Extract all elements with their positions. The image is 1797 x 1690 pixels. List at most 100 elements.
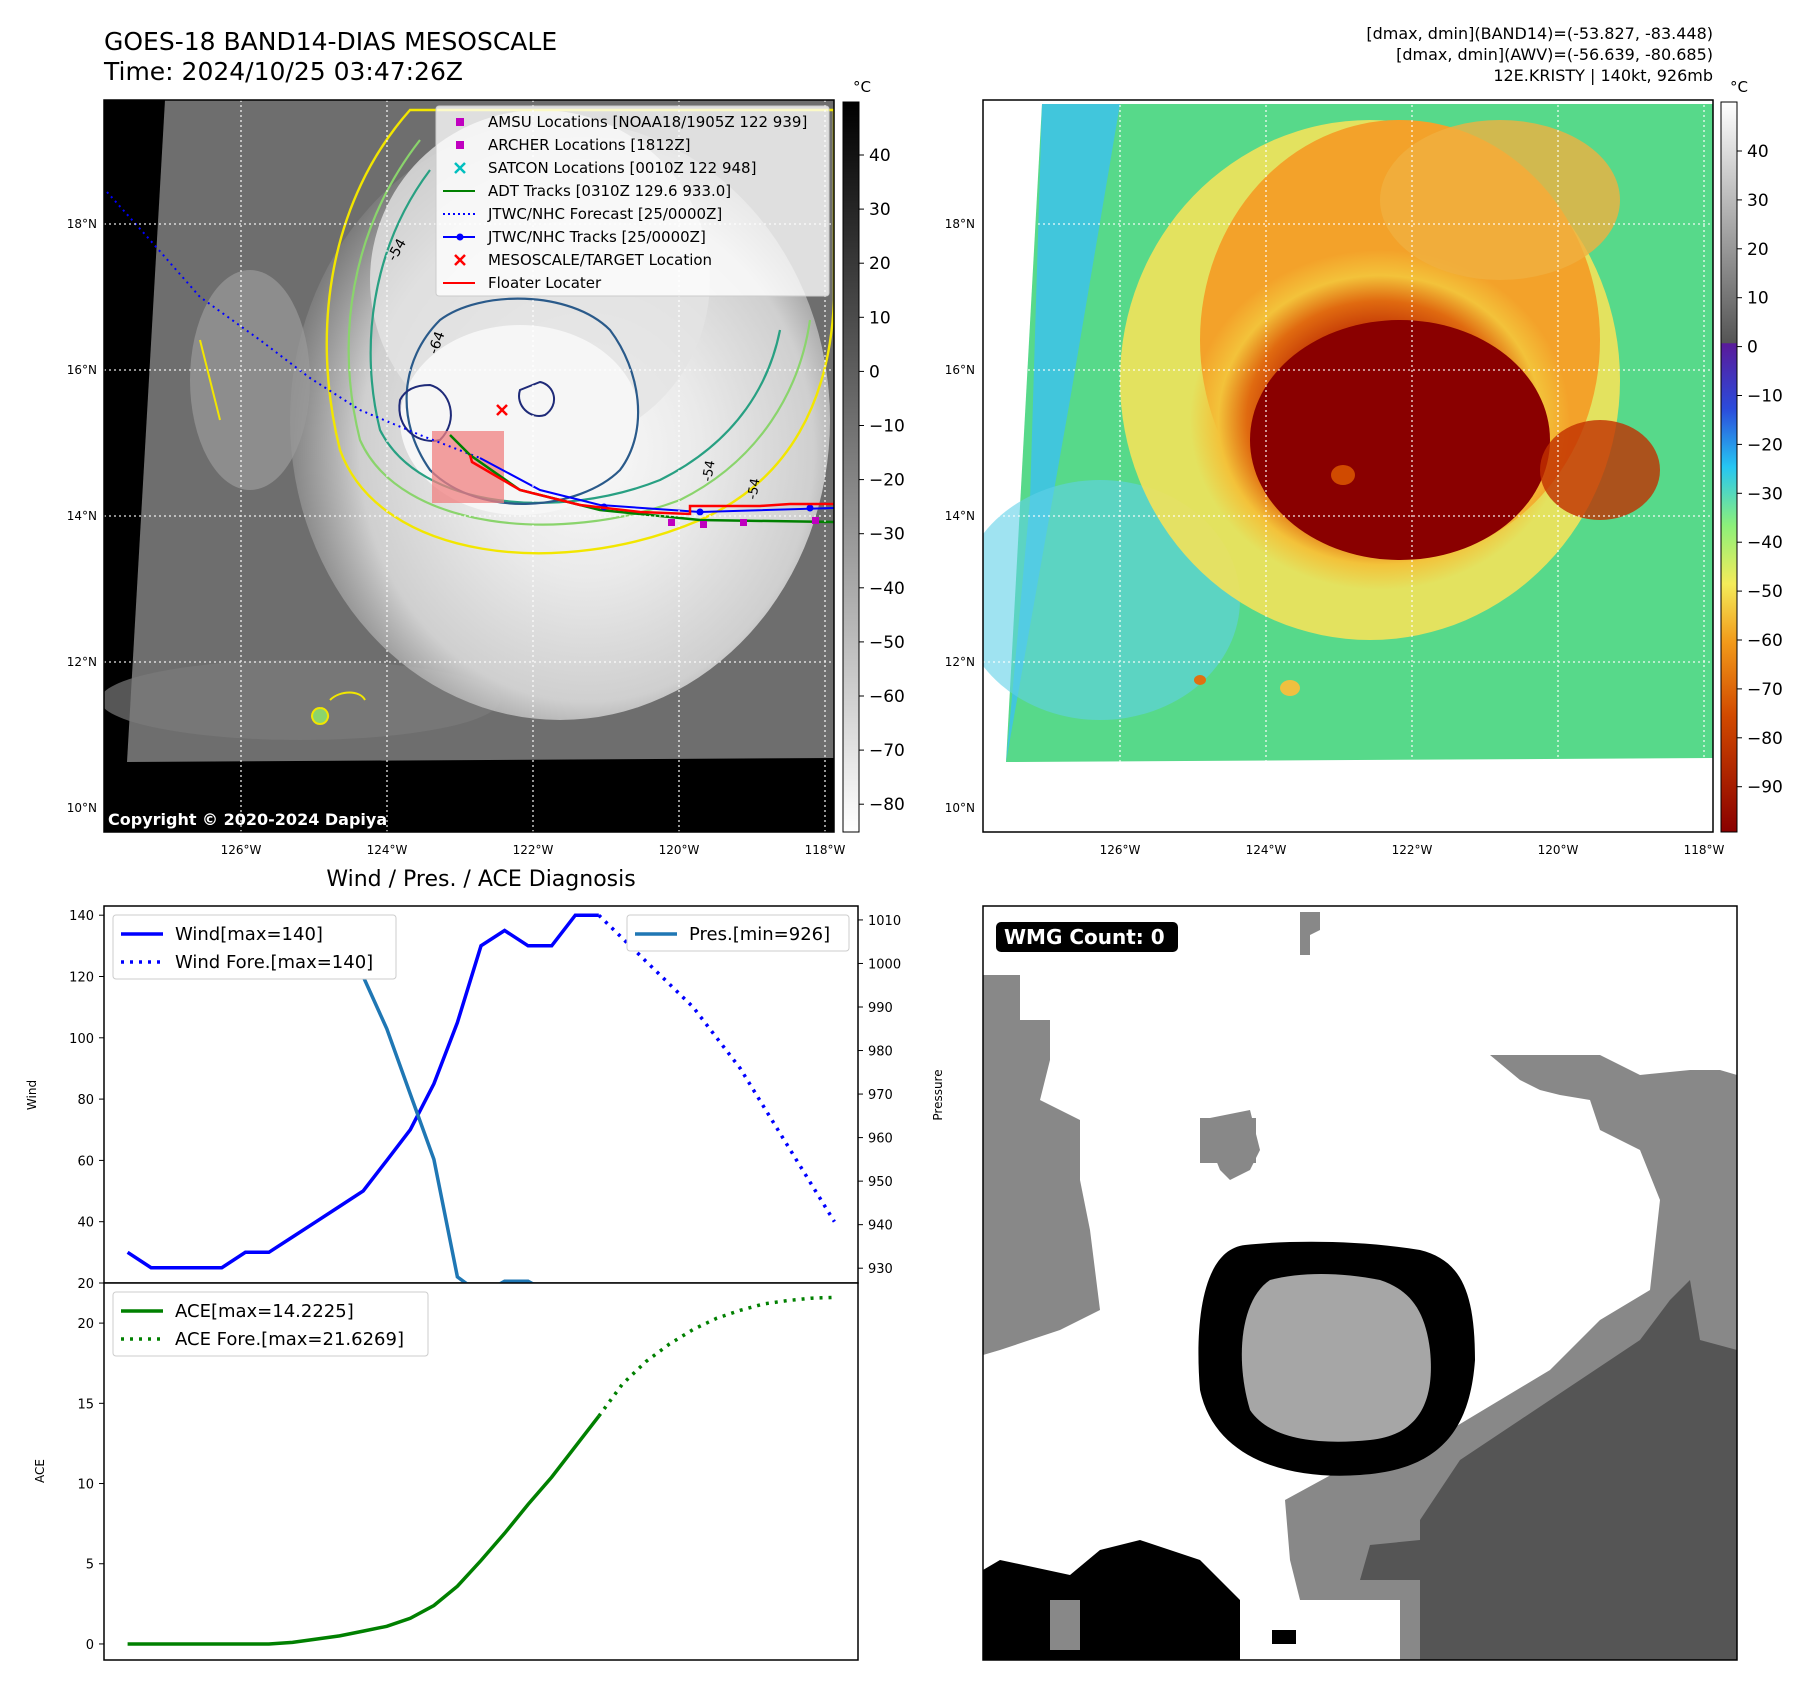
pressure-tick-label: 1010 — [868, 914, 901, 929]
chart-legend-box — [626, 914, 850, 952]
legend-label: SATCON Locations [0010Z 122 948] — [488, 159, 756, 177]
color-lat-ticks: 18°N 16°N 14°N 12°N 10°N — [945, 217, 975, 815]
ir-lat-ticks: 18°N 16°N 14°N 12°N 10°N — [67, 217, 97, 815]
color-lat-tick-10n: 10°N — [945, 801, 975, 815]
legend-entry: JTWC/NHC Forecast [25/0000Z] — [443, 205, 722, 223]
temperature-colorbar-unit: °C — [1730, 78, 1748, 96]
ace-tick-label: 0 — [86, 1638, 94, 1653]
legend-marker — [456, 118, 464, 126]
chart-legend-label: Wind[max=140] — [175, 924, 323, 945]
pressure-tick-label: 980 — [868, 1045, 893, 1060]
colorbar-tick-label: 40 — [869, 146, 891, 166]
wmg-panel: WMG Count: 0 — [982, 905, 1738, 1661]
color-lat-tick-16n: 16°N — [945, 363, 975, 377]
legend-entry: ADT Tracks [0310Z 129.6 933.0] — [443, 182, 731, 200]
colorbar-tick-label: −60 — [1747, 631, 1783, 651]
lon-tick-126w: 126°W — [221, 843, 262, 857]
wind-tick-label: 80 — [77, 1093, 94, 1108]
colorbar-tick-label: −60 — [869, 687, 905, 707]
pressure-axis-label: Pressure — [931, 1069, 945, 1120]
ace-tick-label: 5 — [86, 1558, 94, 1573]
stats-storm: 12E.KRISTY | 140kt, 926mb — [1493, 66, 1713, 85]
legend-label: MESOSCALE/TARGET Location — [488, 251, 712, 269]
lon-tick-118w: 118°W — [805, 843, 846, 857]
wmg-count-label: WMG Count: 0 — [1004, 925, 1165, 949]
wind-tick-label: 60 — [77, 1154, 94, 1169]
chart-legend-label: ACE[max=14.2225] — [175, 1301, 354, 1322]
color-lon-tick-118w: 118°W — [1684, 843, 1725, 857]
chart-legend-label: Pres.[min=926] — [689, 924, 830, 945]
ace-chart: ACE 0 5 10 15 20 ACE[max=14.2225] ACE Fore.[m… — [33, 1282, 859, 1661]
lat-tick-10n: 10°N — [67, 801, 97, 815]
color-lon-tick-124w: 124°W — [1246, 843, 1287, 857]
pressure-tick-label: 1000 — [868, 957, 901, 972]
contour-label-1: -64 — [426, 329, 449, 356]
legend-label: JTWC/NHC Forecast [25/0000Z] — [487, 205, 722, 223]
wind-axis-label: Wind — [25, 1080, 39, 1110]
pressure-tick-label: 970 — [868, 1088, 893, 1103]
series-line — [126, 913, 599, 1270]
ace-tick-label: 10 — [77, 1478, 94, 1493]
lat-tick-12n: 12°N — [67, 655, 97, 669]
color-imagery — [983, 100, 1713, 832]
colorbar-tick-label: −50 — [1747, 582, 1783, 602]
legend-label: ARCHER Locations [1812Z] — [488, 136, 691, 154]
colorbar-tick-label: −30 — [869, 525, 905, 545]
lon-tick-124w: 124°W — [367, 843, 408, 857]
color-lat-tick-14n: 14°N — [945, 509, 975, 523]
copyright-text: Copyright © 2020-2024 Dapiya — [108, 810, 387, 829]
series-line — [127, 1415, 601, 1646]
map-legend: AMSU Locations [NOAA18/1905Z 122 939] ARC… — [435, 105, 830, 297]
ace-tick-label: 15 — [77, 1397, 94, 1412]
gray-colorbar-unit: °C — [853, 78, 871, 96]
series-line — [597, 1295, 835, 1418]
lon-tick-122w: 122°W — [513, 843, 554, 857]
temperature-colorbar: °C 40 30 20 10 0 −10 −20 −30 −40 −50 −60 −70 −80 −90 — [1720, 78, 1783, 833]
colorbar-tick-label: −40 — [1747, 533, 1783, 553]
lat-tick-14n: 14°N — [67, 509, 97, 523]
wind-tick-label: 100 — [69, 1032, 94, 1047]
legend-entry: SATCON Locations [0010Z 122 948] — [454, 159, 756, 177]
colorbar-tick-label: 10 — [869, 308, 891, 328]
color-lon-tick-126w: 126°W — [1100, 843, 1141, 857]
colorbar-tick-label: −10 — [869, 417, 905, 437]
legend-marker — [454, 162, 466, 174]
wind-tick-label: 140 — [69, 909, 94, 924]
ace-axis-label: ACE — [33, 1459, 47, 1483]
legend-entry: MESOSCALE/TARGET Location — [454, 251, 712, 269]
lat-tick-18n: 18°N — [67, 217, 97, 231]
wind-pressure-chart: Wind Pressure 20 40 60 80 100 120 140 930 940 95… — [25, 905, 945, 1297]
legend-label: ADT Tracks [0310Z 129.6 933.0] — [488, 182, 731, 200]
figure-title: GOES-18 BAND14-DIAS MESOSCALE — [104, 27, 557, 56]
color-map-panel: 18°N 16°N 14°N 12°N 10°N 126°W 124°W 122… — [945, 99, 1725, 857]
colorbar-tick-label: 30 — [1747, 191, 1769, 211]
color-lat-tick-18n: 18°N — [945, 217, 975, 231]
pressure-tick-label: 950 — [868, 1175, 893, 1190]
diagnosis-title: Wind / Pres. / ACE Diagnosis — [326, 867, 635, 892]
colorbar-tick-label: 40 — [1747, 142, 1769, 162]
chart-legend-label: Wind Fore.[max=140] — [175, 952, 373, 973]
colorbar-tick-label: −70 — [869, 741, 905, 761]
series-line — [597, 913, 836, 1223]
wmg-count-badge — [996, 922, 1178, 952]
colorbar-tick-label: 10 — [1747, 289, 1769, 309]
colorbar-tick-label: −20 — [1747, 435, 1783, 455]
lat-tick-16n: 16°N — [67, 363, 97, 377]
pressure-tick-label: 930 — [868, 1262, 893, 1277]
colorbar-tick-label: −10 — [1747, 387, 1783, 407]
legend-label: JTWC/NHC Tracks [25/0000Z] — [487, 228, 706, 246]
figure-time: Time: 2024/10/25 03:47:26Z — [103, 57, 463, 86]
colorbar-tick-label: 20 — [1747, 240, 1769, 260]
colorbar-tick-label: 0 — [1747, 338, 1758, 358]
color-lon-tick-122w: 122°W — [1392, 843, 1433, 857]
ir-map-panel: -64 -54 -54 -54 Copyright © 2020-2024 Da… — [67, 99, 846, 857]
contour-label-4: -54 — [745, 477, 763, 501]
legend-marker — [456, 141, 464, 149]
gray-colorbar: °C 40 30 20 10 0 −10 −20 −30 −40 −50 −60 −70 −80 — [842, 78, 905, 833]
colorbar-tick-label: −30 — [1747, 484, 1783, 504]
color-lon-ticks: 126°W 124°W 122°W 120°W 118°W — [1100, 843, 1725, 857]
header: GOES-18 BAND14-DIAS MESOSCALE Time: 2024… — [103, 24, 1713, 86]
chart-legend-label: ACE Fore.[max=21.6269] — [175, 1329, 404, 1350]
legend-marker — [454, 254, 466, 266]
